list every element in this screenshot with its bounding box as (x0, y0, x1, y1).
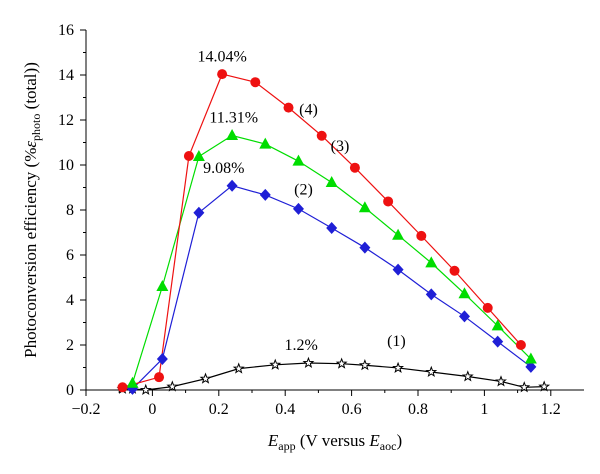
data-point-series-1 (392, 361, 405, 373)
data-point-series-4 (349, 162, 360, 173)
x-tick-label: 0.2 (209, 401, 229, 418)
x-tick-label: −0.2 (71, 401, 100, 418)
data-point-series-4 (283, 102, 294, 113)
x-tick-label: 0.6 (342, 401, 362, 418)
data-point-series-2 (492, 335, 504, 348)
data-point-series-2 (458, 310, 470, 323)
series-markers (116, 69, 551, 396)
data-point-series-1 (425, 365, 438, 378)
annotation-label: (4) (299, 101, 318, 118)
x-tick-label: 0 (148, 401, 156, 418)
data-point-series-3 (292, 154, 305, 166)
plot-frame (85, 30, 584, 391)
data-point-series-4 (482, 302, 493, 313)
data-point-series-3 (358, 201, 371, 213)
data-point-series-3 (126, 376, 139, 388)
data-point-series-4 (117, 382, 128, 393)
data-point-series-4 (449, 265, 460, 276)
data-point-series-1 (269, 358, 282, 370)
annotation-label: 9.08% (203, 160, 244, 177)
y-ticks: 0 2 4 6 8 10 12 14 16 (58, 22, 86, 399)
data-point-series-4 (416, 230, 427, 241)
data-point-series-3 (524, 352, 537, 364)
data-point-series-3 (392, 228, 405, 240)
data-point-series-1 (166, 380, 179, 392)
series-line-4 (122, 73, 522, 388)
data-point-series-3 (156, 280, 169, 291)
x-tick-label: 1 (480, 401, 488, 418)
x-tick-label: 0.8 (408, 401, 428, 418)
annotation-label: 1.2% (284, 337, 317, 354)
data-point-series-1 (461, 370, 474, 382)
data-point-series-2 (156, 352, 168, 365)
y-tick-label: 6 (66, 247, 74, 264)
y-tick-label: 10 (58, 157, 74, 174)
series-line-1 (122, 362, 545, 391)
data-point-series-2 (292, 202, 304, 215)
x-axis-title: Eapp (V versus Eaoc) (267, 431, 402, 453)
data-point-series-4 (154, 372, 165, 383)
data-point-series-4 (183, 151, 194, 161)
annotation-label: (1) (387, 333, 406, 350)
y-tick-label: 0 (66, 382, 74, 399)
data-point-series-4 (217, 69, 228, 80)
x-tick-label: 0.4 (275, 401, 295, 418)
data-point-series-3 (192, 149, 205, 161)
data-point-series-1 (538, 380, 551, 392)
y-axis-title: Photoconversion efficiency (%εphoto (tot… (21, 62, 43, 358)
annotation-label: (2) (294, 181, 313, 198)
annotations: 14.04% 11.31% 9.08% (4) (3) (2) 1.2% (1) (197, 49, 405, 354)
data-point-series-1 (139, 383, 152, 396)
data-point-series-1 (199, 372, 212, 384)
data-point-series-2 (525, 360, 537, 373)
y-tick-label: 4 (66, 292, 74, 309)
y-tick-label: 14 (58, 67, 74, 84)
data-point-series-2 (359, 241, 371, 254)
y-tick-label: 16 (58, 22, 74, 39)
data-point-series-1 (335, 357, 348, 369)
y-tick-label: 8 (66, 202, 74, 219)
x-ticks: −0.2 0 0.2 0.4 0.6 0.8 1 1.2 (71, 390, 561, 418)
data-point-series-2 (425, 288, 437, 301)
data-point-series-2 (392, 263, 404, 276)
data-point-series-3 (259, 137, 272, 149)
data-point-series-1 (232, 362, 245, 374)
data-point-series-3 (325, 176, 338, 188)
annotation-label: 14.04% (197, 49, 246, 66)
data-point-series-1 (302, 356, 315, 369)
data-point-series-1 (518, 381, 531, 393)
data-point-series-4 (515, 340, 526, 350)
data-point-series-3 (458, 287, 471, 299)
data-point-series-2 (326, 222, 338, 234)
data-point-series-4 (383, 196, 394, 207)
x-tick-label: 1.2 (541, 401, 561, 418)
data-point-series-1 (495, 375, 507, 387)
data-point-series-3 (425, 256, 438, 268)
series-line-3 (131, 134, 532, 384)
data-point-series-4 (316, 130, 327, 141)
y-tick-label: 2 (66, 337, 74, 354)
data-point-series-2 (193, 206, 205, 219)
series-line-2 (132, 185, 532, 390)
data-point-series-1 (358, 359, 371, 371)
y-tick-label: 12 (58, 112, 74, 129)
annotation-label: (3) (331, 138, 350, 155)
data-point-series-4 (250, 77, 261, 88)
data-point-series-2 (259, 188, 271, 201)
annotation-label: 11.31% (209, 109, 258, 126)
data-point-series-3 (491, 319, 504, 331)
data-point-series-2 (226, 179, 238, 192)
data-point-series-3 (226, 129, 239, 141)
